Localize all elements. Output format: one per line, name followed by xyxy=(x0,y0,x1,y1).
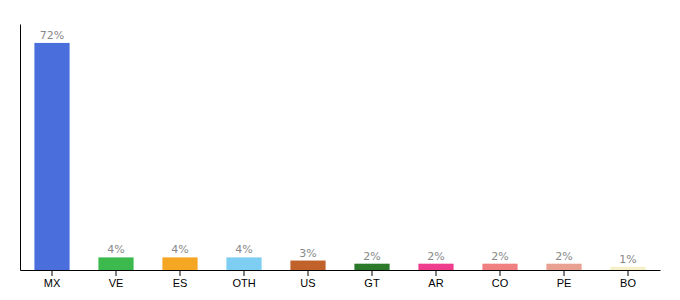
x-tick-mark xyxy=(500,270,501,276)
bar xyxy=(418,264,453,270)
x-tick: GT xyxy=(364,270,380,289)
data-label: 2% xyxy=(491,250,508,263)
x-tick: PE xyxy=(557,270,572,289)
x-tick-mark xyxy=(436,270,437,276)
x-tick-mark xyxy=(180,270,181,276)
x-tick: AR xyxy=(428,270,443,289)
x-tick-label: US xyxy=(300,277,315,289)
bar xyxy=(226,257,261,270)
y-axis-line xyxy=(20,25,21,271)
x-tick-mark xyxy=(372,270,373,276)
x-tick: BO xyxy=(620,270,636,289)
x-tick: US xyxy=(300,270,315,289)
data-label: 1% xyxy=(619,253,636,266)
plot: 72% 4% 4% 4% 3% 2% 2% 2% 2% 1% MX VE ES OTH US GT AR CO PE… xyxy=(21,25,661,289)
chart-container: 72% 4% 4% 4% 3% 2% 2% 2% 2% 1% MX VE ES OTH US GT AR CO PE… xyxy=(0,0,680,300)
data-label: 72% xyxy=(40,29,64,42)
x-tick-mark xyxy=(628,270,629,276)
bar xyxy=(290,261,325,270)
x-tick-mark xyxy=(564,270,565,276)
x-tick-mark xyxy=(308,270,309,276)
x-tick-mark xyxy=(244,270,245,276)
bar xyxy=(546,264,581,270)
x-tick-label: AR xyxy=(428,277,443,289)
x-tick: MX xyxy=(44,270,61,289)
x-tick: OTH xyxy=(232,270,255,289)
data-label: 2% xyxy=(555,250,572,263)
data-label: 2% xyxy=(363,250,380,263)
x-tick-label: MX xyxy=(44,277,61,289)
x-tick-label: PE xyxy=(557,277,572,289)
bar xyxy=(162,257,197,270)
x-tick: CO xyxy=(492,270,509,289)
x-tick-label: BO xyxy=(620,277,636,289)
data-label: 4% xyxy=(107,243,124,256)
data-label: 4% xyxy=(235,243,252,256)
x-tick-label: CO xyxy=(492,277,509,289)
x-tick-mark xyxy=(52,270,53,276)
x-tick-mark xyxy=(116,270,117,276)
data-label: 4% xyxy=(171,243,188,256)
x-tick: ES xyxy=(173,270,188,289)
bars xyxy=(34,43,645,270)
x-tick-label: OTH xyxy=(232,277,255,289)
y-axis xyxy=(20,25,21,271)
bar xyxy=(34,43,69,270)
bar xyxy=(610,267,645,270)
bar xyxy=(354,264,389,270)
bar xyxy=(482,264,517,270)
chart: 72% 4% 4% 4% 3% 2% 2% 2% 2% 1% MX VE ES OTH US GT AR CO PE… xyxy=(0,0,680,300)
data-labels: 72% 4% 4% 4% 3% 2% 2% 2% 2% 1% xyxy=(40,29,637,266)
x-tick: VE xyxy=(109,270,124,289)
x-tick-label: ES xyxy=(173,277,188,289)
x-axis: MX VE ES OTH US GT AR CO PE BO xyxy=(21,270,661,289)
data-label: 2% xyxy=(427,250,444,263)
x-tick-label: VE xyxy=(109,277,124,289)
data-label: 3% xyxy=(299,247,316,260)
x-tick-label: GT xyxy=(364,277,380,289)
bar xyxy=(98,257,133,270)
